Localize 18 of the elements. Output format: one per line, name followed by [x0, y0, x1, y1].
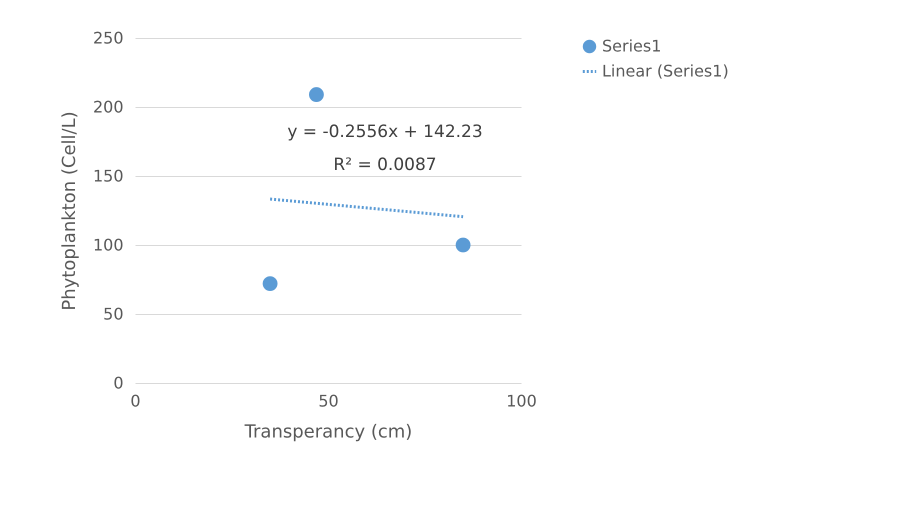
point: [309, 87, 324, 102]
y-tick-label: 200: [92, 98, 124, 116]
y-tick-label: 150: [92, 166, 124, 186]
y-tick-label: 50: [103, 304, 124, 324]
annotation: R² = 0.0087: [333, 155, 437, 175]
legend-label: Linear (Series1): [602, 62, 729, 80]
y-tick-label: 0: [113, 374, 124, 392]
x-tick-label: 0: [130, 392, 141, 410]
x-tick-label: 50: [318, 392, 339, 410]
y-axis-title: Phytoplankton (Cell/L): [58, 111, 80, 311]
point: [262, 276, 278, 292]
annotation: y = -0.2556x + 142.23: [287, 122, 483, 142]
point: [456, 238, 471, 252]
x-axis-title: Transperancy (cm): [244, 422, 412, 442]
legend-label: Series1: [602, 36, 662, 56]
x-tick-label: 100: [506, 392, 537, 410]
y-tick-label: 100: [92, 236, 124, 254]
y-tick-label: 250: [92, 28, 124, 48]
